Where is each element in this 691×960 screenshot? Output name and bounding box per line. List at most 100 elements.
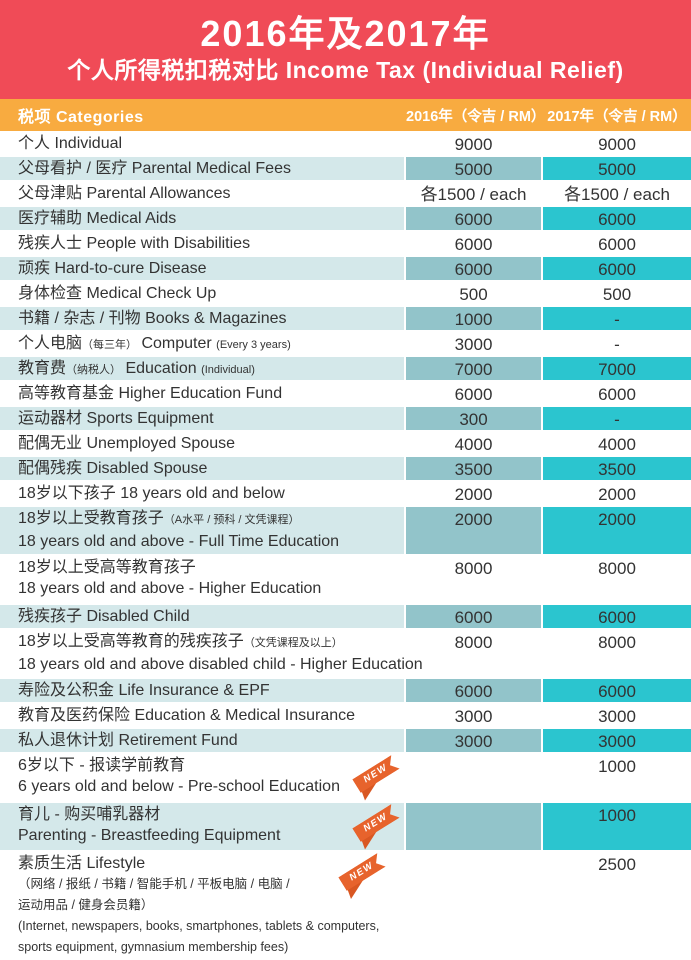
- value-2016: 3500: [406, 457, 541, 480]
- row-label-text: 18岁以上受高等教育孩子: [18, 559, 196, 576]
- value-2017: 6000: [598, 235, 636, 254]
- row-label-line2: 18 years old and above - Higher Educatio…: [18, 580, 322, 597]
- value-2017: 8000: [598, 633, 636, 652]
- row-label-text: 素质生活 Lifestyle: [18, 855, 146, 872]
- relief-table-body: 个人 Individual 9000 9000 父母看护 / 医疗 Parental …: [0, 131, 691, 960]
- row-label: 18岁以上受高等教育孩子: [18, 557, 404, 578]
- row-label-subline: 运动用品 / 健身会员籍）: [18, 898, 154, 912]
- table-row: 育儿 - 购买哺乳器材 Parenting - Breastfeeding Equ…: [0, 802, 691, 851]
- row-label: 父母看护 / 医疗 Parental Medical Fees: [18, 158, 404, 179]
- value-2016: 5000: [406, 157, 541, 180]
- row-label-text: 父母看护 / 医疗 Parental Medical Fees: [18, 160, 291, 177]
- row-category-cell: 寿险及公积金 Life Insurance & EPF: [0, 679, 404, 702]
- table-row: 顽疾 Hard-to-cure Disease 6000 6000: [0, 256, 691, 281]
- value-2017: 500: [602, 285, 632, 304]
- value-2017: 3000: [598, 707, 636, 726]
- value-2017: 2500: [598, 855, 636, 874]
- row-category-cell: 父母看护 / 医疗 Parental Medical Fees: [0, 157, 404, 180]
- row-label: 残疾孩子 Disabled Child: [18, 606, 404, 627]
- row-label-note: （文凭课程及以上）: [243, 637, 343, 649]
- value-2017: 5000: [543, 157, 691, 180]
- value-2016: [406, 852, 541, 959]
- row-label-text: Education: [121, 360, 202, 377]
- row-label-subline: sports equipment, gymnasium membership f…: [18, 940, 289, 954]
- row-label-text: 身体检查 Medical Check Up: [18, 285, 217, 302]
- table-row: 个人 Individual 9000 9000: [0, 131, 691, 156]
- row-category-cell: 育儿 - 购买哺乳器材 Parenting - Breastfeeding Equ…: [0, 803, 404, 850]
- row-category-cell: 残疾人士 People with Disabilities: [0, 232, 404, 255]
- value-2016: 7000: [406, 357, 541, 380]
- row-label-text: 顽疾 Hard-to-cure Disease: [18, 260, 207, 277]
- table-row: 私人退休计划 Retirement Fund 3000 3000: [0, 728, 691, 753]
- value-2017: 各1500 / each: [564, 185, 670, 204]
- value-2017: 7000: [543, 357, 691, 380]
- row-label: 书籍 / 杂志 / 刊物 Books & Magazines: [18, 308, 404, 329]
- value-2016: [406, 803, 541, 850]
- table-row: 寿险及公积金 Life Insurance & EPF 6000 6000: [0, 678, 691, 703]
- value-2017: -: [614, 335, 620, 354]
- value-2017: -: [543, 307, 691, 330]
- row-category-cell: 18岁以上受高等教育的残疾孩子（文凭课程及以上） 18 years old and…: [0, 630, 423, 677]
- value-2016: 8000: [454, 559, 493, 578]
- value-2016: 6000: [454, 385, 493, 404]
- row-label: 18岁以上受高等教育的残疾孩子（文凭课程及以上）: [18, 631, 404, 654]
- value-2016: 3000: [406, 729, 541, 752]
- table-row: 18岁以上受教育孩子（A水平 / 预科 / 文凭课程） 18 years old …: [0, 506, 691, 555]
- row-label-text: 父母津贴 Parental Allowances: [18, 185, 231, 202]
- new-badge-label: NEW: [352, 755, 399, 793]
- row-label-text: 高等教育基金 Higher Education Fund: [18, 385, 283, 402]
- row-label: 6岁以下 - 报读学前教育: [18, 755, 404, 776]
- row-category-cell: 个人 Individual: [0, 132, 404, 155]
- table-row: 素质生活 Lifestyle （网络 / 报纸 / 书籍 / 智能手机 / 平板电…: [0, 851, 691, 960]
- row-label-text: 18岁以上受高等教育的残疾孩子: [18, 633, 244, 650]
- row-label: 个人电脑（每三年） Computer (Every 3 years): [18, 333, 404, 356]
- row-category-cell: 配偶残疾 Disabled Spouse: [0, 457, 404, 480]
- row-label-subline: （网络 / 报纸 / 书籍 / 智能手机 / 平板电脑 / 电脑 /: [18, 877, 290, 891]
- new-badge-label: NEW: [352, 804, 399, 842]
- row-label-line2: Parenting - Breastfeeding Equipment: [18, 827, 281, 844]
- row-label-line2: 6 years old and below - Pre-school Educa…: [18, 778, 340, 795]
- row-label: 教育及医药保险 Education & Medical Insurance: [18, 705, 404, 726]
- row-label-text: 育儿 - 购买哺乳器材: [18, 806, 161, 823]
- column-header-categories: 税项 Categories: [18, 109, 144, 126]
- value-2017: 3000: [543, 729, 691, 752]
- row-label-line2: 18 years old and above - Full Time Educa…: [18, 533, 340, 550]
- row-label-text: 6岁以下 - 报读学前教育: [18, 757, 186, 774]
- row-label-note: （纳税人）: [66, 364, 122, 376]
- row-label: 育儿 - 购买哺乳器材: [18, 804, 404, 825]
- value-2017: 3500: [543, 457, 691, 480]
- row-label: 素质生活 Lifestyle: [18, 853, 404, 874]
- value-2016: 6000: [454, 235, 493, 254]
- value-2016: 各1500 / each: [420, 185, 527, 204]
- row-label-text: 运动器材 Sports Equipment: [18, 410, 214, 427]
- table-row: 教育费（纳税人） Education (Individual) 7000 7000: [0, 356, 691, 381]
- table-row: 书籍 / 杂志 / 刊物 Books & Magazines 1000-: [0, 306, 691, 331]
- row-category-cell: 医疗辅助 Medical Aids: [0, 207, 404, 230]
- row-label-text: 18岁以上受教育孩子: [18, 510, 164, 527]
- table-row: 残疾人士 People with Disabilities 6000 6000: [0, 231, 691, 256]
- value-2017: 9000: [598, 135, 636, 154]
- value-2016: 4000: [454, 435, 493, 454]
- value-2017: -: [543, 407, 691, 430]
- value-2016: 8000: [454, 633, 493, 652]
- row-label-text: 残疾人士 People with Disabilities: [18, 235, 251, 252]
- row-label: 寿险及公积金 Life Insurance & EPF: [18, 680, 404, 701]
- header-banner: 2016年及2017年 个人所得税扣税对比 Income Tax (Indivi…: [0, 0, 691, 99]
- row-category-cell: 个人电脑（每三年） Computer (Every 3 years): [0, 332, 404, 355]
- value-2017: 8000: [598, 559, 636, 578]
- value-2017: 6000: [543, 605, 691, 628]
- value-2017: 6000: [598, 385, 636, 404]
- value-2016: 6000: [406, 257, 541, 280]
- row-category-cell: 18岁以上受高等教育孩子 18 years old and above - Hig…: [0, 556, 404, 603]
- row-category-cell: 素质生活 Lifestyle （网络 / 报纸 / 书籍 / 智能手机 / 平板电…: [0, 852, 404, 959]
- column-header-2016: 2016年（令吉 / RM）: [406, 108, 546, 125]
- row-label: 配偶无业 Unemployed Spouse: [18, 433, 404, 454]
- row-label: 高等教育基金 Higher Education Fund: [18, 383, 404, 404]
- table-row: 6岁以下 - 报读学前教育 6 years old and below - Pre…: [0, 753, 691, 802]
- value-2017: 6000: [543, 679, 691, 702]
- row-label-text: 配偶残疾 Disabled Spouse: [18, 460, 208, 477]
- row-category-cell: 18岁以上受教育孩子（A水平 / 预科 / 文凭课程） 18 years old …: [0, 507, 404, 554]
- table-header-row: 税项 Categories 2016年（令吉 / RM） 2017年（令吉 / …: [0, 99, 691, 131]
- row-label: 父母津贴 Parental Allowances: [18, 183, 404, 204]
- value-2016: 3000: [454, 707, 493, 726]
